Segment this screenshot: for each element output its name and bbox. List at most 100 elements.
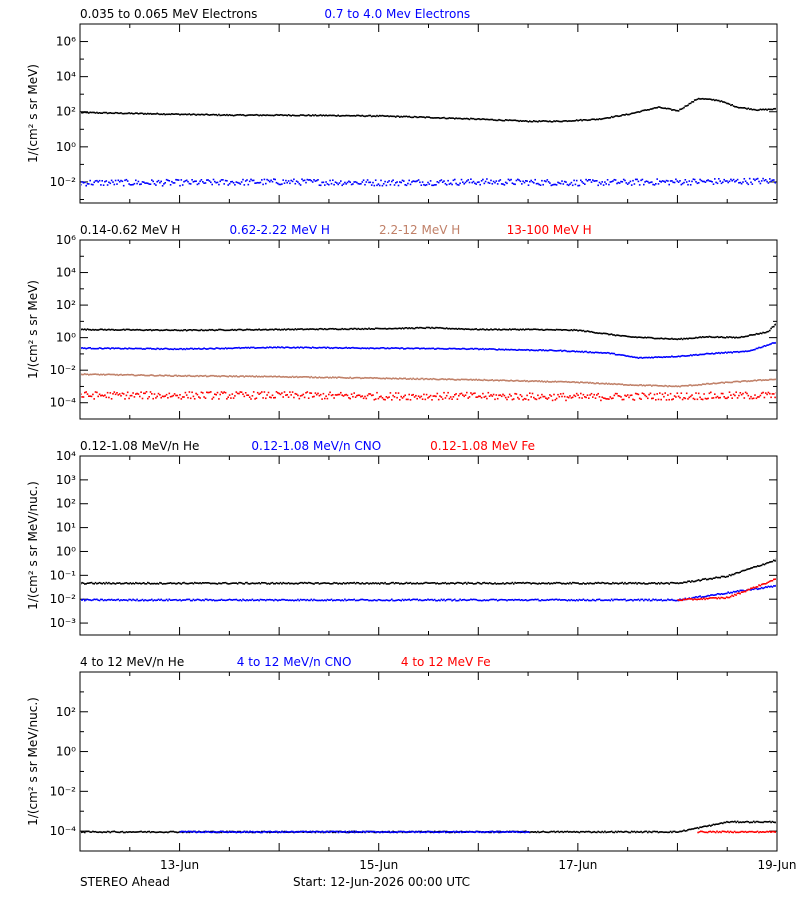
data-point: [538, 599, 540, 602]
data-point: [269, 598, 271, 601]
data-point: [569, 830, 571, 833]
data-point: [517, 582, 519, 584]
data-point: [441, 582, 444, 584]
data-point: [727, 381, 729, 384]
data-point: [609, 599, 612, 602]
data-point: [305, 114, 307, 117]
data-point: [208, 375, 211, 377]
data-point: [89, 179, 91, 182]
data-point: [310, 347, 313, 349]
data-point: [349, 376, 351, 379]
data-point: [102, 831, 105, 833]
data-point: [680, 582, 683, 584]
data-point: [334, 181, 337, 183]
data-point: [82, 328, 85, 331]
data-point: [479, 348, 481, 350]
data-point: [677, 599, 679, 601]
data-point: [393, 327, 396, 330]
data-point: [423, 116, 425, 118]
data-point: [758, 565, 760, 567]
data-point: [155, 329, 157, 331]
data-point: [364, 327, 366, 330]
data-point: [500, 598, 503, 601]
data-point: [744, 391, 747, 394]
data-point: [313, 179, 315, 181]
data-point: [436, 326, 439, 329]
data-point: [369, 599, 372, 602]
data-point: [290, 599, 292, 602]
data-point: [130, 394, 133, 397]
data-point: [575, 599, 578, 601]
data-point: [655, 356, 657, 358]
data-point: [228, 598, 231, 601]
data-point: [440, 378, 443, 380]
data-point: [740, 591, 743, 593]
data-point: [684, 338, 687, 340]
data-point: [751, 397, 754, 400]
data-point: [652, 107, 654, 110]
data-point: [748, 177, 751, 180]
data-point: [334, 394, 337, 396]
data-point: [728, 574, 731, 576]
data-point: [349, 582, 351, 584]
data-point: [285, 329, 287, 331]
data-point: [265, 328, 267, 331]
data-point: [153, 831, 156, 833]
data-point: [380, 179, 382, 182]
data-point: [594, 332, 597, 334]
data-point: [294, 182, 297, 185]
data-point: [726, 352, 728, 354]
data-point: [92, 347, 94, 350]
data-point: [81, 183, 82, 186]
data-point: [459, 117, 461, 120]
data-point: [625, 830, 628, 833]
data-point: [492, 328, 495, 331]
data-point: [529, 328, 531, 331]
data-point: [341, 394, 343, 396]
data-point: [535, 398, 538, 401]
data-point: [628, 384, 630, 386]
data-point: [478, 582, 480, 584]
data-point: [558, 581, 561, 584]
data-point: [303, 396, 306, 399]
data-point: [191, 347, 193, 350]
data-point: [697, 97, 700, 100]
data-point: [188, 374, 191, 377]
data-point: [281, 598, 283, 601]
data-point: [420, 184, 423, 186]
data-point: [468, 378, 471, 381]
data-point: [736, 106, 739, 109]
data-point: [649, 582, 652, 585]
data-point: [384, 581, 386, 584]
data-point: [405, 398, 408, 401]
data-point: [523, 349, 526, 351]
data-point: [543, 349, 546, 352]
data-point: [420, 326, 423, 329]
data-point: [734, 572, 736, 575]
data-point: [557, 380, 559, 383]
data-point: [676, 385, 679, 388]
data-point: [565, 350, 567, 352]
data-point: [726, 102, 728, 105]
data-point: [748, 108, 751, 111]
data-point: [651, 108, 653, 110]
data-point: [314, 347, 317, 349]
data-point: [525, 582, 527, 584]
data-point: [518, 398, 520, 400]
data-point: [322, 346, 325, 349]
data-point: [581, 397, 583, 399]
data-point: [216, 375, 219, 378]
data-point: [653, 582, 656, 584]
data-point: [258, 182, 260, 184]
data-point: [302, 582, 305, 585]
data-point: [301, 376, 303, 378]
data-point: [720, 822, 723, 824]
data-point: [535, 582, 538, 585]
data-point: [472, 328, 475, 331]
data-point: [433, 395, 436, 397]
data-point: [317, 599, 319, 602]
data-point: [362, 582, 365, 585]
data-point: [580, 118, 582, 121]
data-point: [365, 397, 368, 400]
data-point: [400, 395, 402, 398]
